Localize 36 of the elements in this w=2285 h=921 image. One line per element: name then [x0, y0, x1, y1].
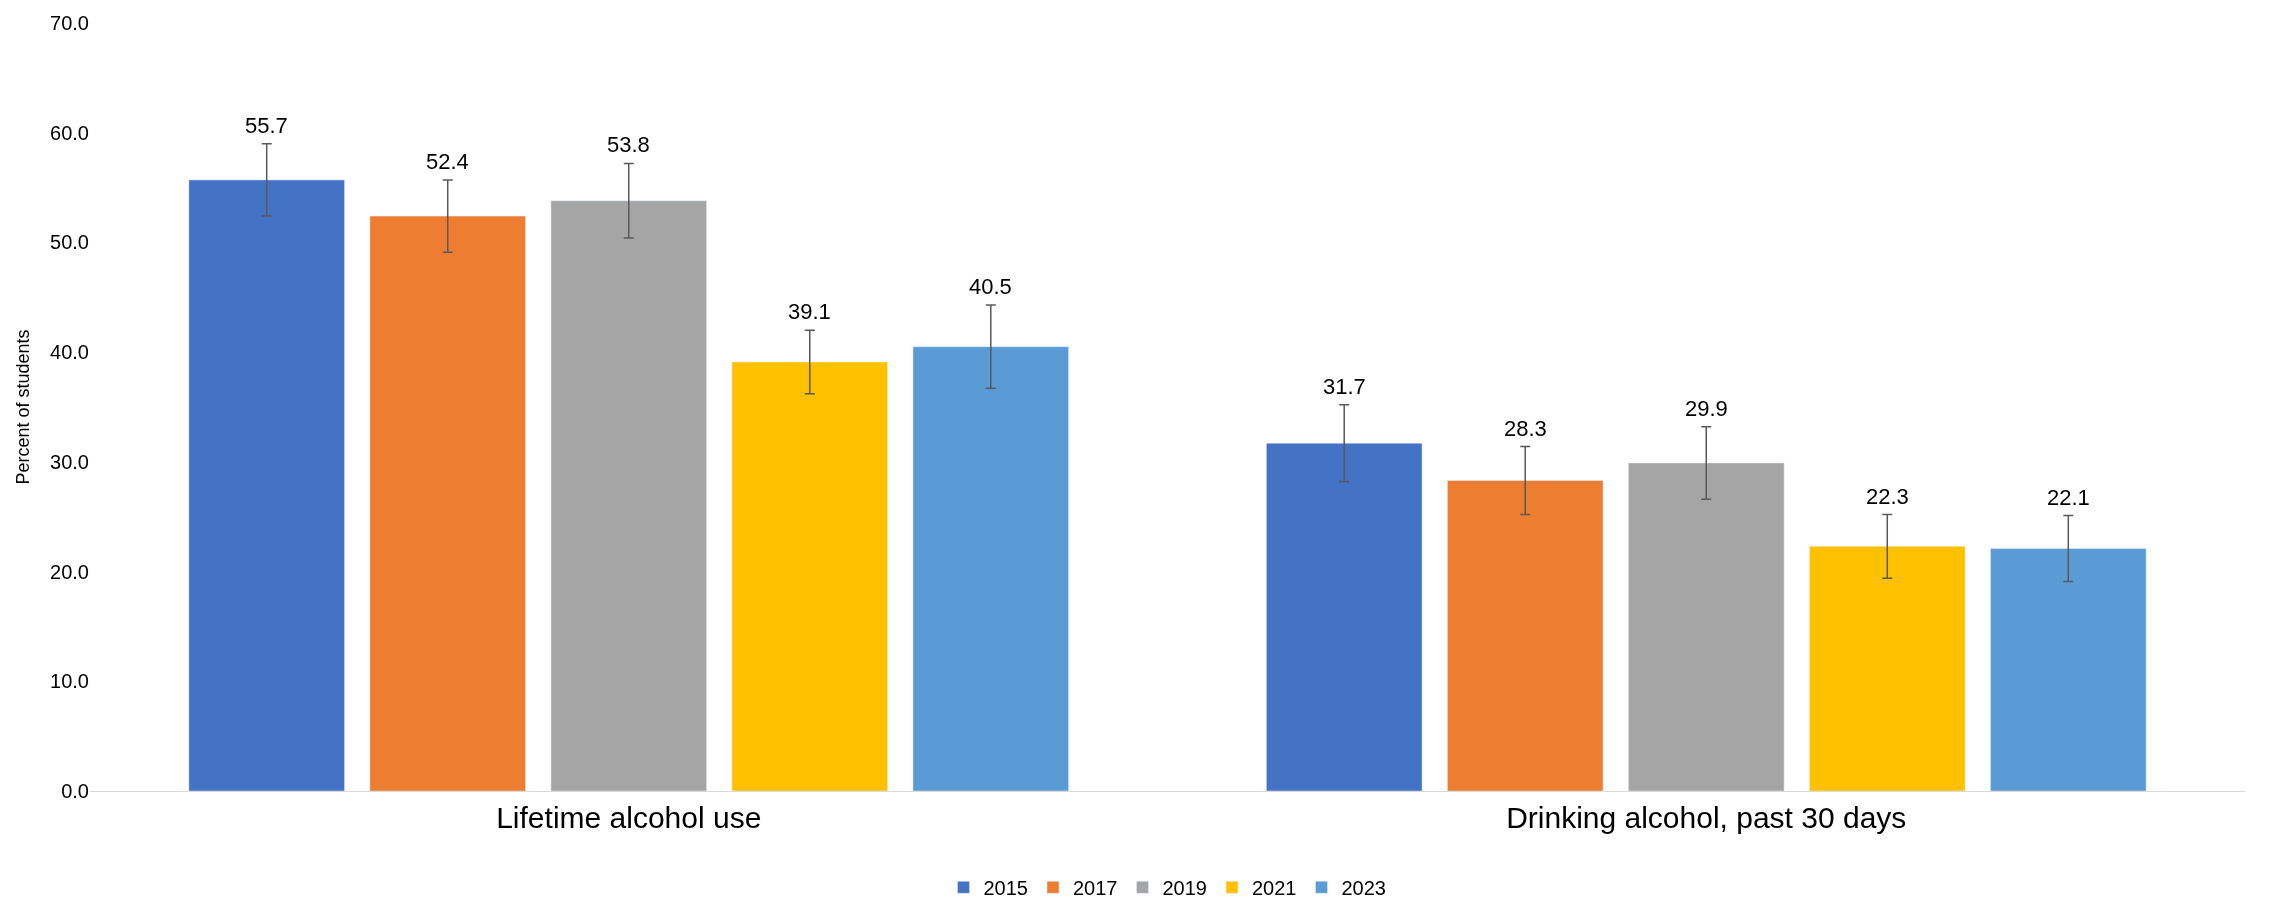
- y-tick-label: 60.0: [50, 121, 89, 144]
- bar: [1628, 462, 1785, 791]
- data-label: 28.3: [1504, 416, 1547, 441]
- y-tick-label: 30.0: [50, 450, 89, 473]
- data-label: 29.9: [1685, 396, 1728, 421]
- y-tick-label: 0.0: [61, 780, 89, 802]
- y-tick-label: 50.0: [50, 231, 89, 254]
- y-tick-label: 20.0: [50, 560, 89, 583]
- legend-label: 2023: [1341, 877, 1386, 900]
- y-axis-title: Percent of students: [13, 329, 34, 485]
- bar: [369, 215, 526, 791]
- x-tick-label: Drinking alcohol, past 30 days: [1506, 801, 1907, 834]
- data-label: 40.5: [969, 274, 1012, 299]
- legend-label: 2019: [1162, 877, 1207, 900]
- bar: [1990, 548, 2147, 791]
- data-label: 22.3: [1866, 484, 1909, 509]
- bar: [912, 346, 1069, 791]
- data-label: 39.1: [788, 299, 831, 324]
- bar: [1809, 546, 1966, 791]
- data-label: 55.7: [245, 113, 288, 138]
- y-tick-label: 10.0: [50, 670, 89, 693]
- legend-label: 2017: [1073, 877, 1118, 900]
- legend-label: 2015: [983, 877, 1028, 900]
- y-tick-label: 40.0: [50, 341, 89, 364]
- data-label: 52.4: [426, 149, 469, 174]
- legend-label: 2021: [1252, 877, 1297, 900]
- bar: [1447, 480, 1604, 791]
- y-tick-label: 70.0: [50, 12, 89, 34]
- bar: [1266, 442, 1423, 791]
- data-label: 31.7: [1323, 374, 1366, 399]
- data-label: 53.8: [607, 132, 650, 157]
- bar: [550, 200, 707, 791]
- bar: [188, 179, 345, 791]
- x-tick-label: Lifetime alcohol use: [496, 801, 762, 834]
- bar: [731, 361, 888, 791]
- data-label: 22.1: [2047, 485, 2090, 510]
